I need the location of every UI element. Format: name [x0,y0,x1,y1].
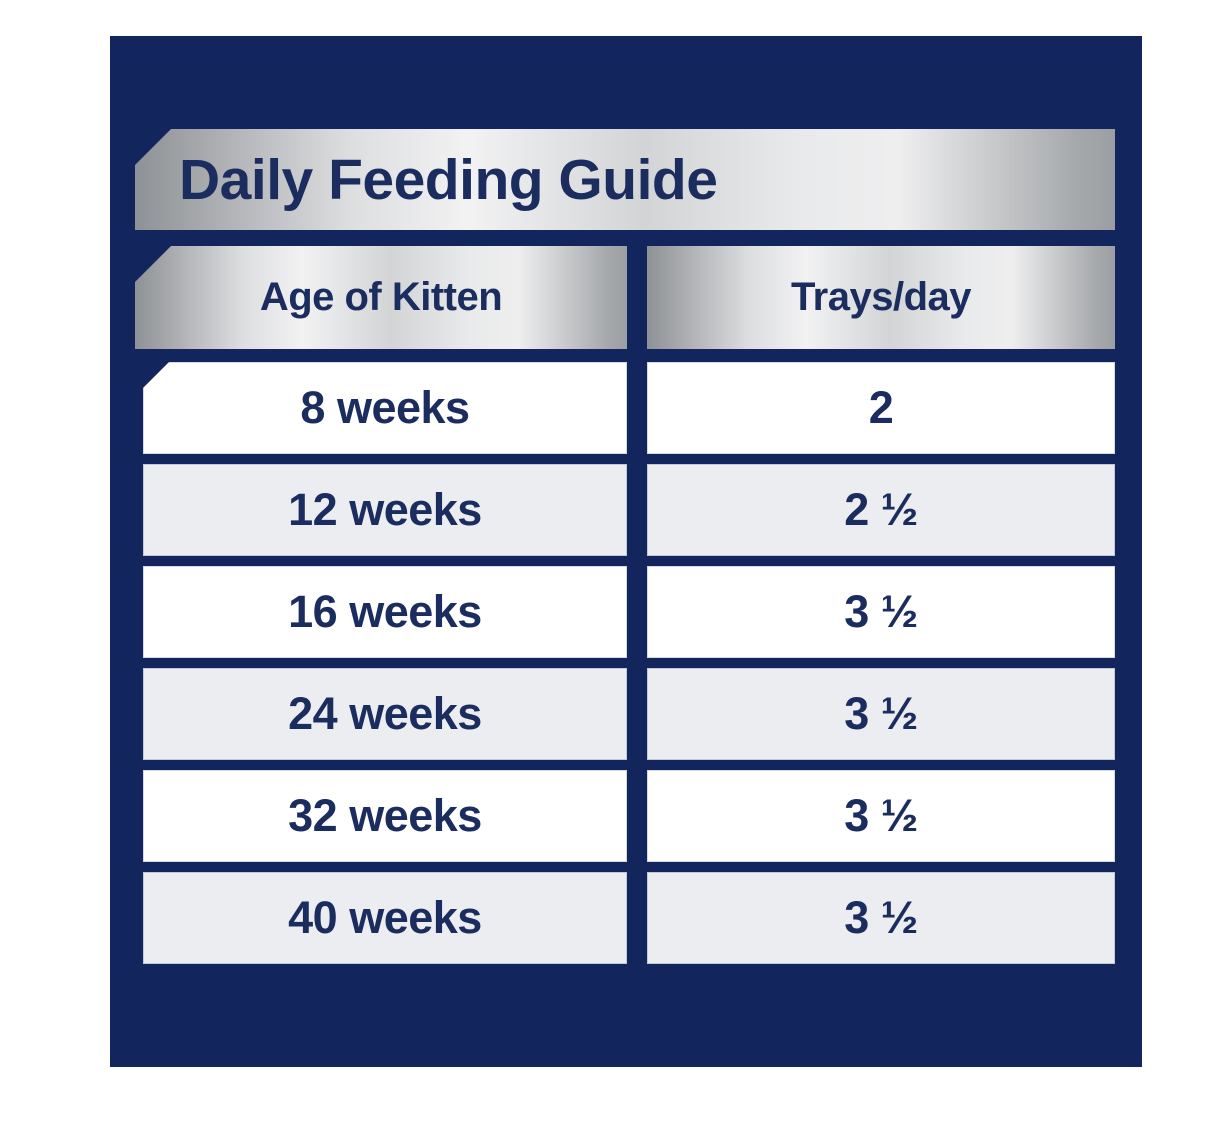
trays-value: 2 ½ [844,484,918,535]
table-row-age-cell: 12 weeks [143,464,627,556]
table-row-age-cell: 8 weeks [143,362,627,454]
column-header-trays: Trays/day [647,246,1115,349]
trays-value: 3 ½ [844,586,918,637]
age-value: 24 weeks [288,688,482,739]
age-value: 40 weeks [288,892,482,943]
table-row-trays-cell: 2 ½ [647,464,1115,556]
age-value: 32 weeks [288,790,482,841]
table-row-age-cell: 40 weeks [143,872,627,964]
table-row-trays-cell: 3 ½ [647,770,1115,862]
table-row-trays-cell: 2 [647,362,1115,454]
title-banner: Daily Feeding Guide [135,129,1115,230]
trays-value: 3 ½ [844,688,918,739]
table-row-age-cell: 24 weeks [143,668,627,760]
age-value: 12 weeks [288,484,482,535]
trays-value: 2 [868,382,894,433]
age-value: 16 weeks [288,586,482,637]
table-row-trays-cell: 3 ½ [647,872,1115,964]
feeding-guide-panel: Daily Feeding Guide Age of Kitten Trays/… [110,36,1142,1067]
trays-value: 3 ½ [844,790,918,841]
table-row-age-cell: 32 weeks [143,770,627,862]
age-value: 8 weeks [300,382,470,433]
table-row-trays-cell: 3 ½ [647,566,1115,658]
column-header-trays-label: Trays/day [790,275,972,319]
table-row-age-cell: 16 weeks [143,566,627,658]
column-header-age-label: Age of Kitten [259,275,503,319]
page-title: Daily Feeding Guide [179,147,718,212]
trays-value: 3 ½ [844,892,918,943]
column-header-age: Age of Kitten [135,246,627,349]
table-row-trays-cell: 3 ½ [647,668,1115,760]
